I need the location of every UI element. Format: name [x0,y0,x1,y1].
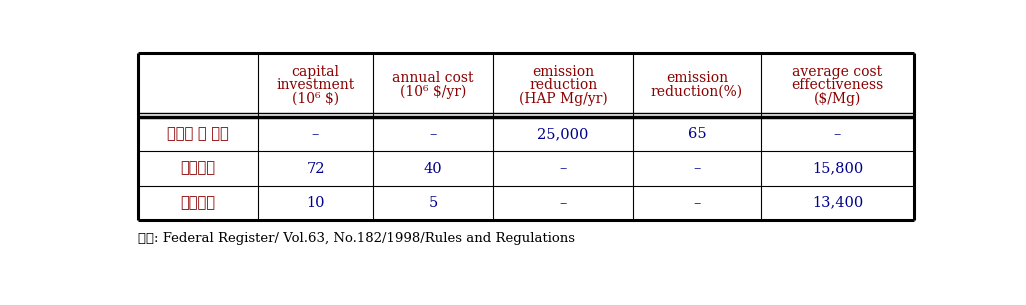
Text: capital: capital [291,65,340,78]
Text: –: – [834,127,841,141]
Text: –: – [694,196,701,210]
Text: 10: 10 [307,196,325,210]
Text: 5: 5 [429,196,438,210]
Text: reduction: reduction [529,78,597,92]
Text: 25,000: 25,000 [538,127,589,141]
Text: (10⁶ $): (10⁶ $) [292,92,339,106]
Text: (HAP Mg/yr): (HAP Mg/yr) [519,92,607,106]
Text: 40: 40 [424,162,442,175]
Text: 13,400: 13,400 [812,196,863,210]
Text: average cost: average cost [792,65,882,78]
Text: 신설시설: 신설시설 [181,196,215,210]
Text: 72: 72 [307,162,325,175]
Text: reduction(%): reduction(%) [650,85,743,99]
Text: –: – [430,127,437,141]
Text: emission: emission [532,65,594,78]
Text: –: – [694,162,701,175]
Text: 65: 65 [687,127,706,141]
Text: ($/Mg): ($/Mg) [814,92,861,106]
Text: 15,800: 15,800 [812,162,863,175]
Text: 저감량 및 비율: 저감량 및 비율 [167,127,229,141]
Text: –: – [559,196,566,210]
Text: –: – [312,127,319,141]
Text: (10⁶ $/yr): (10⁶ $/yr) [400,85,466,99]
Text: 기존시설: 기존시설 [181,162,215,175]
Text: effectiveness: effectiveness [791,78,883,92]
Text: 자료: Federal Register/ Vol.63, No.182/1998/Rules and Regulations: 자료: Federal Register/ Vol.63, No.182/199… [137,231,575,245]
Text: annual cost: annual cost [392,71,474,85]
Text: investment: investment [276,78,355,92]
Text: –: – [559,162,566,175]
Text: emission: emission [666,71,728,85]
